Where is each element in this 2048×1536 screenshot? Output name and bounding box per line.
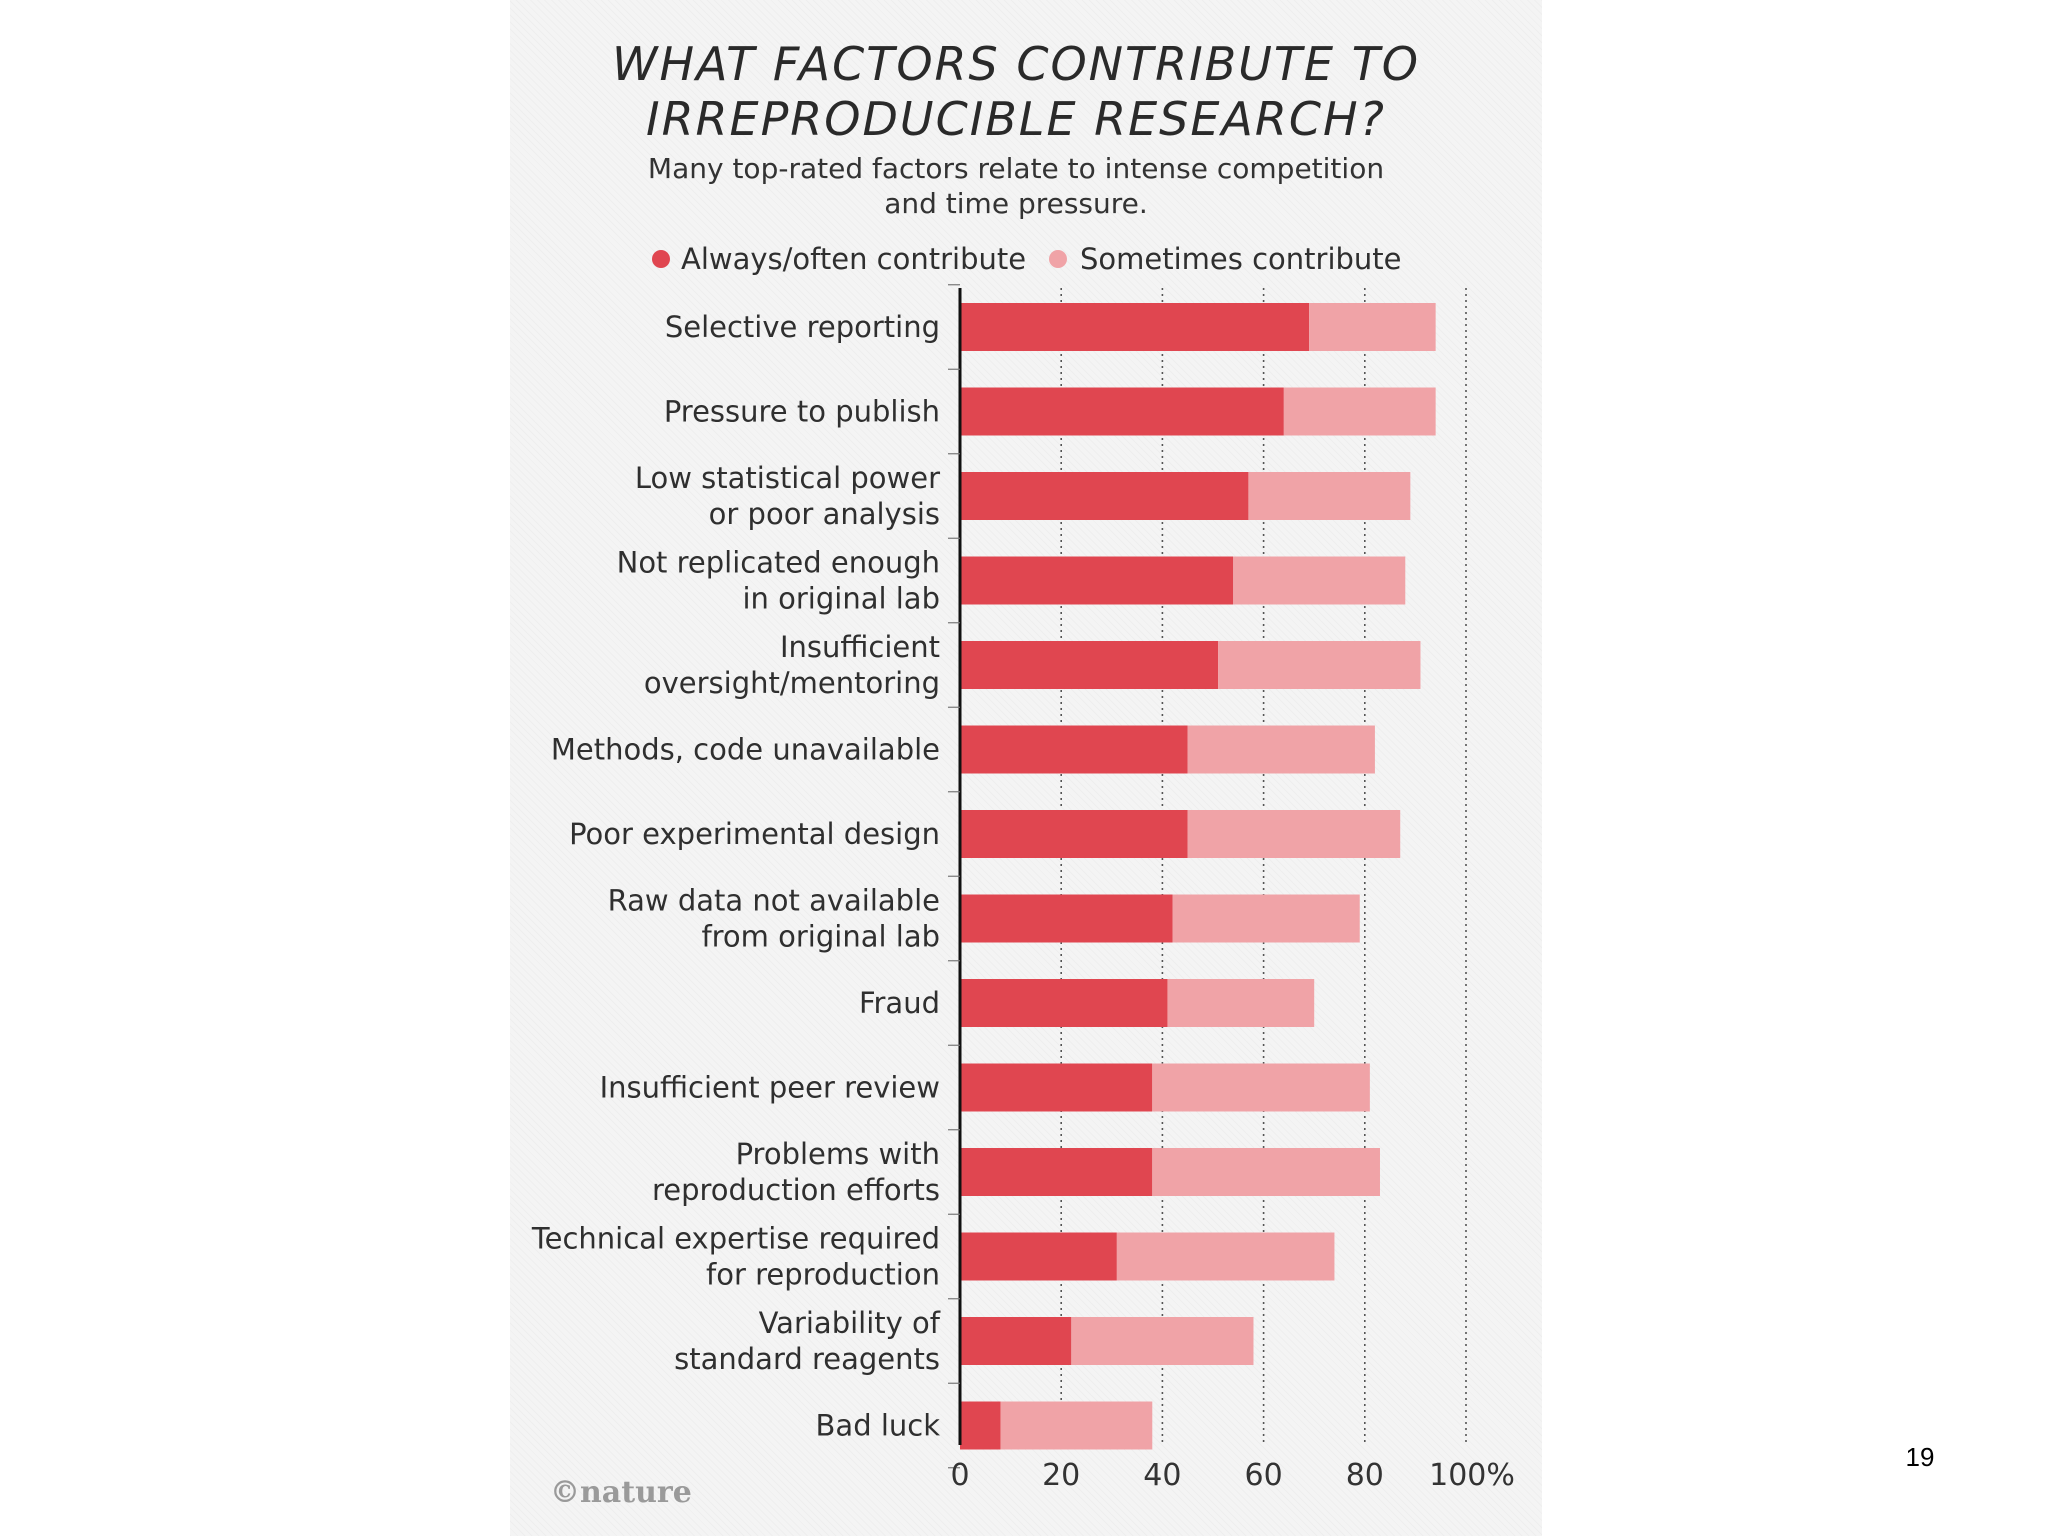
bar-always-often (960, 810, 1188, 858)
chart-title-line: IRREPRODUCIBLE RESEARCH? (646, 92, 1386, 146)
x-tick-labels: 0 20 40 60 80 100% (950, 1458, 1514, 1493)
bar-always-often (960, 556, 1234, 605)
x-tick-label: 100% (1429, 1458, 1515, 1493)
bar-always-often (960, 725, 1188, 774)
bar-always-often (960, 1148, 1153, 1196)
category-label: Not replicated enough in original lab (617, 546, 940, 616)
category-label: Technical expertise required for reproduc… (531, 1222, 940, 1292)
legend-label: Always/often contribute (681, 242, 1026, 276)
x-tick-label: 20 (1042, 1458, 1080, 1493)
category-label: Variability of standard reagents (674, 1306, 941, 1376)
bar-always-often (960, 641, 1219, 689)
category-label: Problems with reproduction efforts (652, 1137, 940, 1207)
bar-sometimes (1233, 556, 1406, 605)
chart-title: WHAT FACTORS CONTRIBUTE TOIRREPRODUCIBLE… (612, 37, 1420, 146)
bar-sometimes (1187, 725, 1375, 774)
category-label: Poor experimental design (569, 817, 940, 851)
category-label: Selective reporting (665, 310, 940, 344)
legend-swatch (652, 250, 670, 268)
x-tick-label: 80 (1346, 1458, 1384, 1493)
category-label: Methods, code unavailable (551, 733, 940, 767)
chart-subtitle-line: Many top-rated factors relate to intense… (648, 152, 1384, 185)
bar-always-often (960, 979, 1168, 1027)
page-number: 19 (1905, 1442, 1935, 1472)
bar-always-often (960, 1317, 1072, 1365)
chart-legend: Always/often contribute Sometimes contrib… (652, 242, 1402, 276)
bar-sometimes (1218, 641, 1421, 689)
x-tick-label: 60 (1245, 1458, 1283, 1493)
chart-title-line: WHAT FACTORS CONTRIBUTE TO (612, 37, 1420, 91)
category-label: Raw data not available from original lab (608, 884, 940, 954)
chart-subtitle-line: and time pressure. (884, 187, 1148, 220)
chart-subtitle: Many top-rated factors relate to intense… (648, 152, 1384, 220)
infographic-panel: WHAT FACTORS CONTRIBUTE TO IRREPRODUCIBLE… (510, 0, 1542, 1536)
bar-always-often (960, 472, 1249, 520)
y-axis (948, 284, 962, 1469)
legend-label: Sometimes contribute (1080, 242, 1402, 276)
x-tick-label: 0 (950, 1458, 969, 1493)
bar-sometimes (1167, 979, 1315, 1027)
bar-sometimes (1283, 387, 1436, 436)
category-label: Pressure to publish (664, 395, 940, 429)
category-label: Fraud (859, 986, 940, 1020)
bar-sometimes (1071, 1317, 1254, 1365)
bar-always-often (960, 1063, 1153, 1112)
bar-sometimes (1309, 303, 1436, 351)
bar-sometimes (1000, 1401, 1153, 1450)
bar-always-often (960, 1401, 1001, 1450)
bars (960, 303, 1436, 1450)
category-label: Low statistical power or poor analysis (635, 461, 940, 531)
x-tick-label: 40 (1143, 1458, 1181, 1493)
category-label: Insufficient peer review (600, 1071, 940, 1105)
category-label: Bad luck (816, 1409, 941, 1443)
bar-sometimes (1172, 894, 1360, 943)
bar-always-often (960, 387, 1284, 436)
category-labels: Selective reporting Pressure to publish Lo… (531, 310, 941, 1443)
bar-always-often (960, 303, 1310, 351)
bar-chart: WHAT FACTORS CONTRIBUTE TOIRREPRODUCIBLE… (531, 37, 1515, 1510)
bar-always-often (960, 1232, 1117, 1281)
bar-always-often (960, 894, 1173, 943)
bar-sometimes (1116, 1232, 1335, 1281)
nature-logo: ©nature (550, 1475, 692, 1510)
bar-sometimes (1248, 472, 1411, 520)
category-label: Insufficient oversight/mentoring (644, 630, 940, 700)
legend-swatch (1049, 250, 1067, 268)
bar-sometimes (1152, 1063, 1370, 1112)
bar-sometimes (1187, 810, 1401, 858)
bar-sometimes (1152, 1148, 1380, 1196)
